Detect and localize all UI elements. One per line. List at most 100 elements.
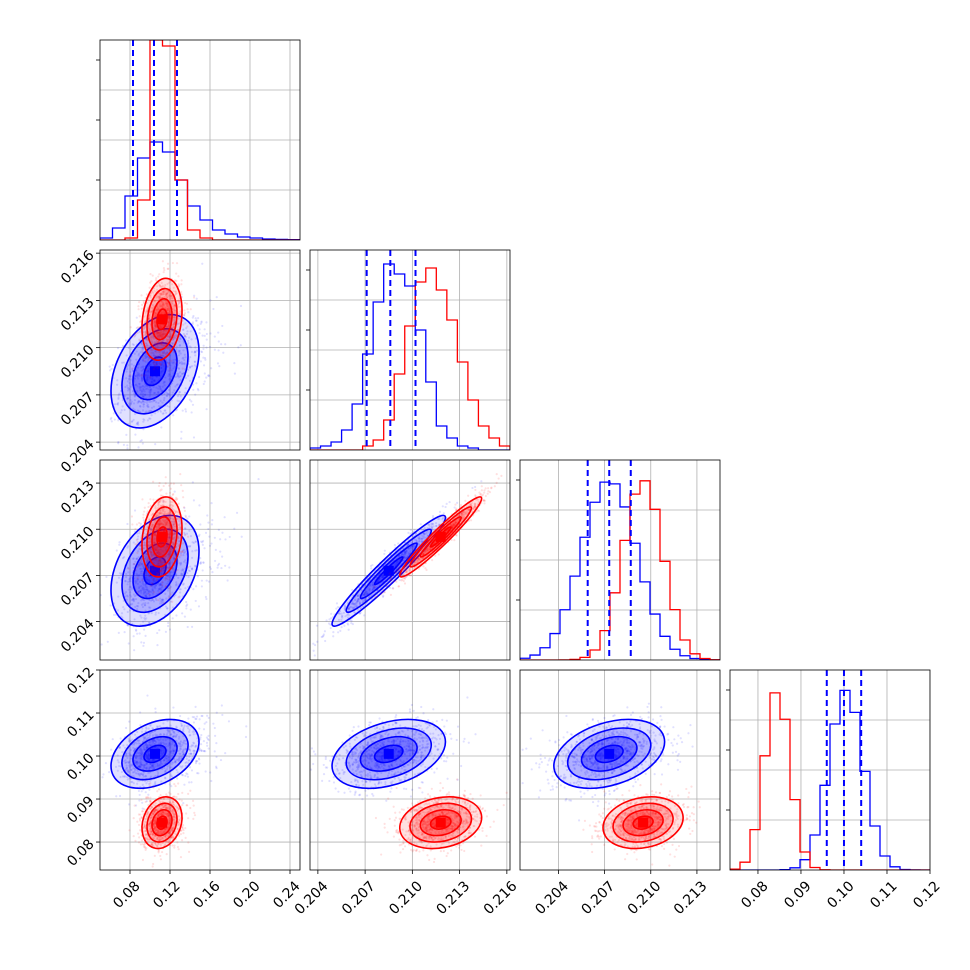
series_a-point	[187, 311, 190, 314]
series_b-point	[149, 527, 152, 530]
series_b-point	[162, 547, 165, 550]
series_b-point	[162, 333, 166, 336]
series_b-point	[404, 570, 407, 574]
series_b-point	[172, 325, 175, 328]
series_b-point	[154, 330, 158, 333]
series_b-point	[183, 309, 186, 312]
series_b-point	[160, 354, 163, 357]
series_a-point	[364, 591, 367, 594]
series_b-point	[159, 551, 162, 554]
series_a-point	[427, 523, 430, 527]
series_b-point	[163, 529, 166, 532]
series_a-point	[207, 521, 210, 524]
series_b-point	[148, 313, 151, 317]
series_b-point	[167, 512, 170, 515]
series_b-point	[142, 326, 145, 329]
series_b-point	[159, 561, 163, 564]
series_a-point	[168, 536, 171, 539]
series_a-point	[159, 563, 162, 566]
series_b-point	[166, 566, 169, 570]
series_a-point	[169, 364, 172, 367]
series_a-point	[152, 352, 155, 355]
series_b-point	[145, 336, 148, 339]
series_b-point	[175, 262, 179, 265]
series_b-point	[153, 518, 157, 522]
series_b-point	[177, 329, 180, 332]
series_a-point	[141, 562, 144, 566]
series_a-point	[137, 409, 140, 412]
series_a-point	[117, 401, 120, 405]
series_b-point	[144, 331, 147, 334]
series_b-point	[390, 575, 393, 578]
series_b-point	[142, 571, 145, 574]
series_a-point	[129, 580, 132, 583]
series_b-point	[158, 524, 161, 527]
series_b-point	[147, 502, 150, 505]
series_a-point	[132, 563, 135, 566]
series_b-point	[163, 269, 166, 272]
series_b-point	[164, 523, 167, 526]
series_a-point	[138, 400, 141, 403]
series_a-point	[158, 362, 161, 365]
series_a-point	[144, 357, 147, 360]
series_a-point	[391, 586, 394, 590]
series_a-point	[191, 567, 194, 570]
series_a-point	[132, 566, 135, 569]
series_a-point	[182, 569, 185, 572]
series_b-point	[162, 541, 165, 545]
series_a-point	[431, 522, 434, 525]
series_a-point	[146, 578, 149, 581]
series_b-point	[182, 542, 185, 545]
series_a-point	[163, 566, 166, 569]
series_b-point	[159, 334, 162, 338]
series_b-point	[162, 549, 165, 552]
series_a-point	[129, 402, 133, 405]
series_a-point	[134, 628, 138, 631]
series_a-point	[197, 605, 201, 608]
series_a-point	[150, 551, 153, 554]
series_a-point	[144, 585, 147, 588]
series_a-point	[183, 353, 186, 356]
series_a-point	[132, 599, 135, 602]
series_b-point	[159, 489, 162, 492]
series_b-point	[425, 549, 428, 552]
series_b-point	[155, 333, 158, 336]
series_a-point	[383, 552, 386, 556]
series_b-point	[151, 348, 154, 352]
series_b-point	[147, 346, 150, 350]
series_b-point	[169, 517, 172, 520]
series_a-point	[313, 654, 316, 657]
series_a-point	[140, 385, 143, 389]
series_b-point	[144, 321, 147, 324]
series_b-point	[177, 536, 180, 539]
series_b-point	[173, 311, 176, 315]
series_b-point	[172, 323, 175, 326]
series_b-point	[167, 346, 170, 349]
series_a-point	[141, 586, 145, 589]
series_a-point	[173, 406, 177, 409]
series_a-point	[140, 377, 144, 380]
series_a-point	[126, 367, 129, 371]
series_b-point	[155, 296, 158, 299]
series_a-point	[354, 601, 357, 605]
series_b-point	[160, 333, 163, 336]
series_a-point	[480, 480, 483, 483]
series_b-point	[138, 558, 141, 561]
series_a-point	[426, 526, 429, 530]
series_a-point	[130, 598, 134, 602]
series_b-point	[162, 557, 166, 561]
series_a-point	[184, 356, 187, 359]
series_a-point	[149, 364, 152, 367]
series_a-point	[193, 294, 196, 297]
series_a-point	[142, 347, 145, 350]
series_a-point	[401, 552, 404, 556]
series_a-point	[117, 396, 120, 399]
series_b-point	[159, 519, 162, 523]
series_b-point	[155, 312, 158, 316]
series_a-point	[142, 583, 145, 586]
series_a-point	[174, 574, 178, 577]
series_a-point	[100, 594, 102, 597]
series_a-peak	[150, 366, 160, 377]
series_a-point	[141, 369, 145, 372]
series_a-point	[142, 403, 146, 406]
